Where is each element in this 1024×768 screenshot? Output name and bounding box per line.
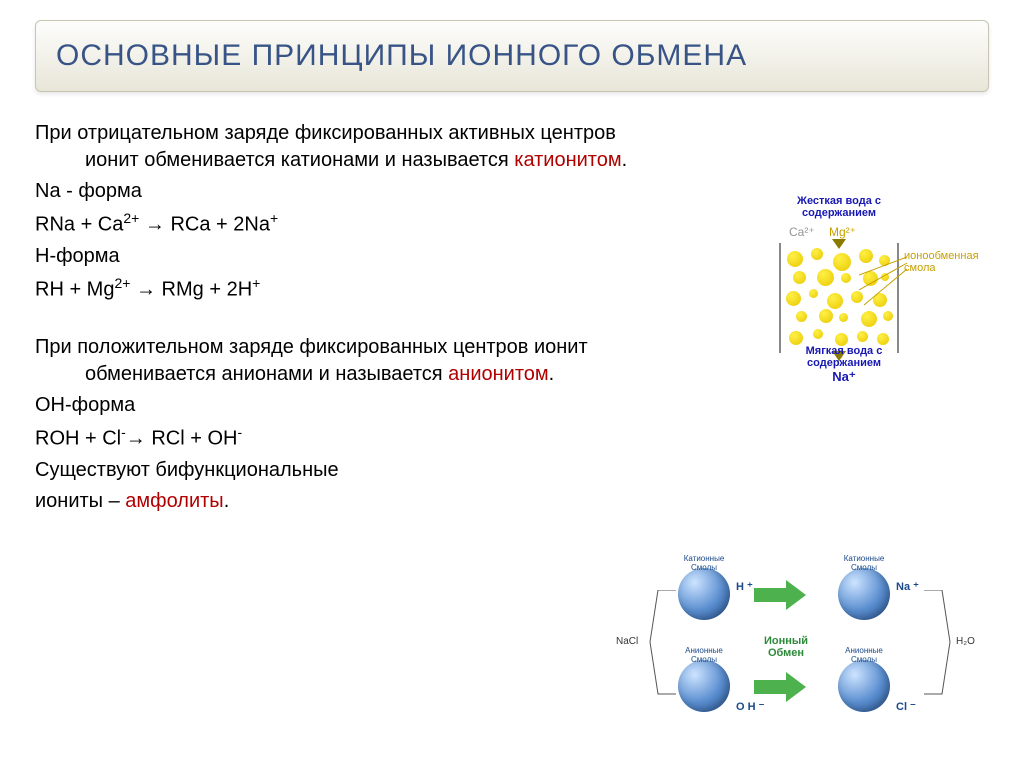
text: . bbox=[622, 149, 628, 171]
fig2-h2o-label: H₂O bbox=[956, 636, 975, 647]
text: RH + Mg bbox=[35, 278, 114, 300]
right-bracket-icon bbox=[922, 590, 952, 695]
paragraph-ampholyte-1: Существуют бифункциональные bbox=[35, 457, 665, 484]
green-arrow-icon bbox=[754, 580, 806, 610]
resin-bead bbox=[877, 333, 889, 345]
resin-bead bbox=[793, 271, 806, 284]
equation-2: RH + Mg2+ → RMg + 2H+ bbox=[35, 274, 665, 304]
resin-bead bbox=[827, 293, 843, 309]
resin-bead bbox=[839, 313, 848, 322]
resin-bead bbox=[809, 289, 818, 298]
sup: + bbox=[270, 210, 278, 226]
resin-bead bbox=[819, 309, 833, 323]
figure-ion-exchange-diagram: NaCl Катионные Смолы H ⁺ Анионные Смолы … bbox=[616, 560, 986, 725]
sup: 2+ bbox=[123, 210, 139, 226]
fig2-na-plus: Na ⁺ bbox=[896, 580, 919, 593]
resin-bead bbox=[857, 331, 868, 342]
resin-bead bbox=[813, 329, 823, 339]
fig2-sphere-anion-left bbox=[678, 660, 730, 712]
highlight-cationite: катионитом bbox=[514, 149, 621, 171]
fig1-mg-label: Mg²⁺ bbox=[829, 225, 856, 239]
text: Мягкая вода с содержанием bbox=[806, 345, 883, 369]
text: иониты – bbox=[35, 490, 125, 512]
main-content: При отрицательном заряде фиксированных а… bbox=[35, 120, 665, 515]
fig2-sphere-anion-right bbox=[838, 660, 890, 712]
fig1-soft-water-label: Мягкая вода с содержанием Na⁺ bbox=[774, 345, 914, 385]
paragraph-cation: При отрицательном заряде фиксированных а… bbox=[35, 120, 665, 174]
resin-bead bbox=[817, 269, 834, 286]
title-container: ОСНОВНЫЕ ПРИНЦИПЫ ИОННОГО ОБМЕНА bbox=[35, 20, 989, 92]
text: . bbox=[224, 490, 230, 512]
fig1-hard-water-label: Жесткая вода с содержанием bbox=[774, 195, 904, 219]
fig1-ca-label: Ca²⁺ bbox=[789, 225, 815, 239]
resin-bead bbox=[841, 273, 851, 283]
fig2-sphere-cation-left bbox=[678, 568, 730, 620]
resin-bead bbox=[786, 291, 801, 306]
page-title: ОСНОВНЫЕ ПРИНЦИПЫ ИОННОГО ОБМЕНА bbox=[56, 39, 968, 73]
sup: 2+ bbox=[114, 275, 130, 291]
left-bracket-icon bbox=[648, 590, 678, 695]
fig2-cl-minus: Cl ⁻ bbox=[896, 700, 916, 713]
resin-bead bbox=[811, 248, 823, 260]
fig2-h-plus: H ⁺ bbox=[736, 580, 753, 593]
sup: + bbox=[252, 275, 260, 291]
text: → RCa + 2Na bbox=[139, 214, 270, 236]
text: ROH + Cl bbox=[35, 428, 121, 450]
resin-bead bbox=[796, 311, 807, 322]
fig2-anion-label: Анионные Смолы bbox=[838, 646, 890, 664]
resin-bead bbox=[787, 251, 803, 267]
highlight-ampholyte: амфолиты bbox=[125, 490, 223, 512]
fig2-anion-label: Анионные Смолы bbox=[678, 646, 730, 664]
resin-bead bbox=[789, 331, 803, 345]
text: → RCl + OH bbox=[126, 428, 238, 450]
equation-3: ROH + Cl-→ RCl + OH- bbox=[35, 423, 665, 453]
fig2-cation-label: Катионные Смолы bbox=[678, 554, 730, 572]
fig2-cation-label: Катионные Смолы bbox=[838, 554, 890, 572]
text: → RMg + 2H bbox=[130, 278, 252, 300]
text: . bbox=[549, 363, 555, 385]
paragraph-ampholyte-2: иониты – амфолиты. bbox=[35, 488, 665, 515]
highlight-anionite: анионитом bbox=[448, 363, 549, 385]
oh-form-label: ОН-форма bbox=[35, 392, 665, 419]
h-form-label: Н-форма bbox=[35, 243, 665, 270]
text: RNa + Ca bbox=[35, 214, 123, 236]
fig2-sphere-cation-right bbox=[838, 568, 890, 620]
equation-1: RNa + Ca2+ → RCa + 2Na+ bbox=[35, 209, 665, 239]
fig2-nacl-label: NaCl bbox=[616, 636, 638, 647]
na-form-label: Na - форма bbox=[35, 178, 665, 205]
sup: - bbox=[237, 424, 242, 440]
paragraph-anion: При положительном заряде фиксированных ц… bbox=[35, 334, 665, 388]
resin-bead bbox=[833, 253, 851, 271]
fig1-na-label: Na⁺ bbox=[832, 369, 855, 384]
fig2-center-label: Ионный Обмен bbox=[746, 635, 826, 659]
pointer-lines-icon bbox=[859, 255, 919, 315]
green-arrow-icon bbox=[754, 672, 806, 702]
figure-ion-exchange-column: Жесткая вода с содержанием Ca²⁺ Mg²⁺ ион… bbox=[694, 195, 984, 385]
